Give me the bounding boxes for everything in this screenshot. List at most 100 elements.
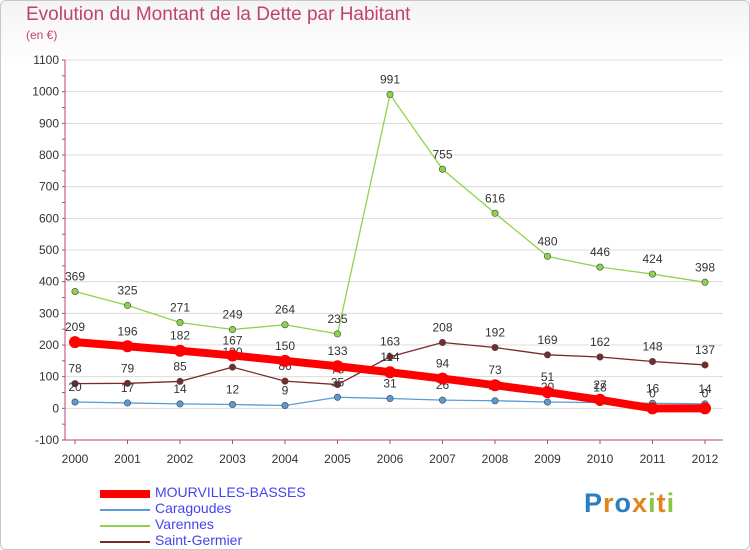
data-label: 446 [590,245,610,259]
data-point [596,263,604,271]
x-tick-label: 2006 [377,452,404,466]
data-point [646,402,659,415]
data-label: 78 [68,362,82,376]
chart-title: Evolution du Montant de la Dette par Hab… [26,4,411,25]
data-label: 755 [432,147,452,161]
data-label: 235 [327,312,347,326]
data-label: 16 [646,381,660,395]
data-label: 182 [170,329,190,343]
proxiti-logo: Proxiti [584,488,675,519]
x-tick-label: 2012 [692,452,719,466]
data-label: 264 [275,303,295,317]
data-point [438,338,446,346]
data-point [648,270,656,278]
data-label: 31 [383,377,397,391]
data-point [279,354,291,367]
x-tick-label: 2001 [114,452,141,466]
x-tick-label: 2010 [587,452,614,466]
data-point [226,349,239,362]
data-label: 18 [593,381,607,395]
data-label: 14 [698,382,712,396]
data-label: 148 [642,339,662,353]
data-point [543,351,551,359]
data-label: 85 [173,359,187,373]
x-tick-label: 2004 [272,452,299,466]
series-varennes: 369 325 271 249 264 235 991 755 616 480 446 424 398 [65,73,715,338]
data-point [699,402,711,415]
logo-letter: i [666,488,676,518]
legend-swatch [100,541,150,543]
data-point [69,336,81,349]
y-tick-label: 800 [39,148,59,162]
data-point [384,366,396,379]
data-point [701,278,709,286]
chart-unit: (en €) [26,28,58,42]
data-label: 9 [282,383,289,397]
x-tick-label: 2007 [429,452,456,466]
data-label: 192 [485,326,505,340]
y-tick-label: 700 [39,180,59,194]
y-tick-label: -100 [35,433,59,447]
x-tick-label: 2005 [324,452,351,466]
data-label: 73 [488,363,502,377]
data-label: 0 [649,386,656,400]
y-tick-label: 600 [39,211,59,225]
data-label: 20 [68,380,82,394]
data-point [436,372,449,385]
data-point [491,344,499,352]
y-tick-label: 400 [39,275,59,289]
logo-letter: r [603,488,615,518]
data-point [121,340,134,353]
data-point [281,377,289,385]
data-label: 196 [117,324,137,338]
data-label: 480 [537,234,557,248]
y-tick-label: 1100 [33,53,59,67]
x-tick-label: 2000 [62,452,89,466]
data-label: 209 [65,320,85,334]
y-tick-label: 500 [39,243,59,257]
x-tick-label: 2011 [640,452,666,466]
legend-swatch [100,525,150,527]
data-point [229,401,237,409]
data-point [333,381,341,389]
data-point [438,396,446,404]
data-point [386,353,394,361]
logo-letter: i [648,488,657,518]
data-point [281,321,289,329]
data-point [701,361,709,369]
data-label: 114 [380,350,399,364]
x-tick-label: 2003 [219,452,246,466]
data-point [71,398,79,406]
data-point [124,399,132,407]
x-tick-label: 2008 [482,452,509,466]
data-label: 27 [593,378,607,392]
data-label: 133 [327,344,347,358]
data-label: 0 [702,386,709,400]
data-label: 12 [226,383,240,397]
data-point [541,386,554,399]
data-label: 271 [170,301,190,315]
legend-label: MOURVILLES-BASSES [155,484,306,500]
data-point [174,344,186,357]
data-label: 35 [331,375,345,389]
data-point [596,353,604,361]
logo-letter: x [632,488,649,518]
data-label: 150 [275,339,295,353]
data-label: 249 [222,307,242,321]
data-label: 325 [117,283,137,297]
data-point [491,397,499,405]
data-point [124,379,132,387]
data-label: 79 [121,361,135,375]
data-point [386,91,394,99]
data-label: 162 [590,335,610,349]
data-point [333,330,341,338]
data-label: 137 [695,343,715,357]
legend-label: Saint-Germier [155,532,243,548]
logo-letter: t [656,488,667,518]
legend-label: Varennes [155,516,214,532]
logo-letter: o [614,488,633,518]
data-point [281,401,289,409]
data-label: 167 [222,333,242,347]
legend-swatch [100,490,150,498]
